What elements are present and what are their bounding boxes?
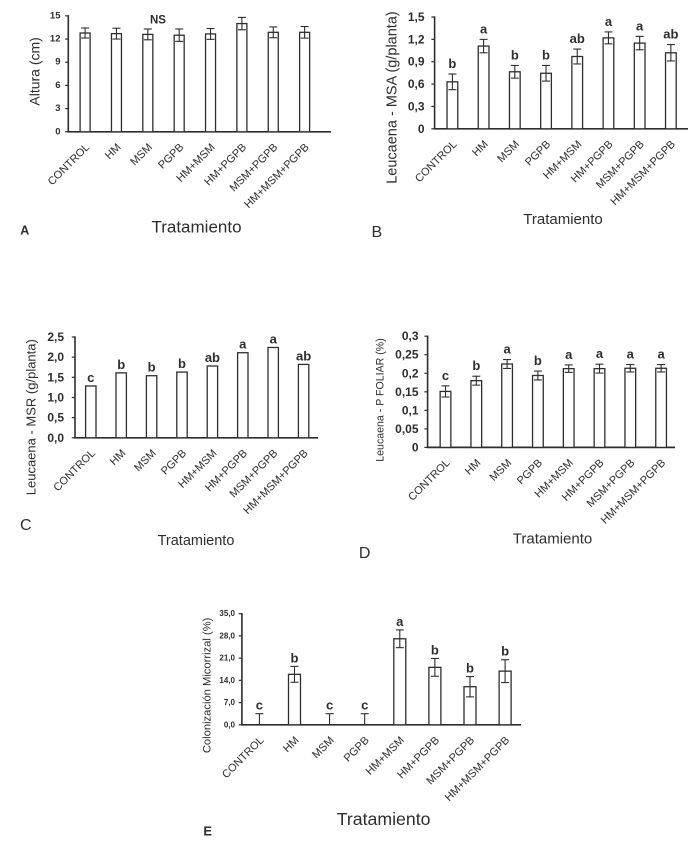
svg-text:Leucaena - MSA (g/planta): Leucaena - MSA (g/planta) [385, 11, 401, 184]
svg-text:E: E [203, 824, 212, 839]
svg-text:21,0: 21,0 [219, 654, 235, 663]
svg-text:b: b [117, 357, 125, 372]
svg-text:b: b [511, 47, 519, 62]
svg-text:Leucaena - MSR (g/planta): Leucaena - MSR (g/planta) [24, 339, 39, 495]
svg-text:a: a [239, 337, 247, 352]
svg-text:0,3: 0,3 [408, 99, 425, 113]
svg-text:9: 9 [55, 57, 60, 68]
svg-text:0: 0 [412, 440, 419, 454]
svg-text:b: b [178, 356, 186, 371]
svg-text:ab: ab [570, 31, 585, 46]
svg-text:b: b [472, 358, 480, 373]
svg-text:a: a [565, 347, 573, 362]
svg-text:c: c [87, 370, 94, 385]
svg-text:b: b [534, 353, 542, 368]
svg-text:ab: ab [205, 350, 220, 365]
svg-text:B: B [372, 224, 383, 241]
svg-text:c: c [326, 698, 333, 713]
svg-text:28,0: 28,0 [219, 631, 235, 640]
svg-text:a: a [270, 331, 278, 346]
svg-text:12: 12 [50, 34, 61, 45]
svg-text:ab: ab [296, 348, 311, 363]
svg-text:a: a [596, 346, 604, 361]
svg-text:0,0: 0,0 [47, 431, 64, 445]
svg-text:Tratamiento: Tratamiento [523, 211, 602, 228]
svg-text:A: A [20, 223, 29, 237]
svg-text:1,5: 1,5 [47, 370, 64, 384]
svg-text:0,15: 0,15 [395, 385, 419, 399]
svg-text:14,0: 14,0 [219, 676, 235, 685]
svg-text:35,0: 35,0 [219, 609, 235, 618]
svg-text:Colonización Micorrizal (%): Colonización Micorrizal (%) [202, 617, 214, 753]
svg-text:0,5: 0,5 [47, 411, 64, 425]
svg-text:a: a [396, 614, 404, 629]
svg-text:a: a [636, 18, 644, 33]
svg-text:Tratamiento: Tratamiento [337, 809, 431, 829]
svg-text:2,5: 2,5 [47, 330, 64, 344]
svg-text:1,5: 1,5 [408, 10, 425, 24]
svg-text:a: a [657, 347, 665, 362]
svg-text:b: b [466, 661, 474, 676]
svg-text:1,0: 1,0 [47, 390, 64, 404]
svg-text:b: b [448, 56, 456, 71]
svg-text:C: C [20, 517, 32, 534]
svg-text:Tratamiento: Tratamiento [151, 218, 241, 237]
svg-text:0: 0 [55, 126, 60, 137]
svg-text:ab: ab [663, 27, 678, 42]
svg-text:3: 3 [55, 103, 60, 114]
svg-text:0,2: 0,2 [402, 366, 419, 380]
svg-text:Leucaena - P FOLIAR (%): Leucaena - P FOLIAR (%) [375, 338, 387, 461]
svg-text:0,1: 0,1 [402, 403, 419, 417]
svg-text:b: b [501, 644, 509, 659]
svg-text:0,0: 0,0 [224, 720, 236, 729]
svg-text:a: a [503, 342, 511, 357]
svg-text:0,3: 0,3 [402, 329, 419, 343]
svg-text:c: c [442, 368, 449, 383]
svg-text:0,25: 0,25 [395, 348, 419, 362]
svg-text:0: 0 [418, 122, 425, 136]
svg-text:b: b [148, 360, 156, 375]
svg-text:1,2: 1,2 [408, 32, 425, 46]
svg-text:2,0: 2,0 [47, 350, 64, 364]
svg-text:a: a [605, 14, 613, 29]
svg-text:0,9: 0,9 [408, 55, 425, 69]
svg-text:15: 15 [50, 10, 61, 21]
svg-text:Tratamiento: Tratamiento [513, 531, 592, 548]
svg-text:7,0: 7,0 [224, 698, 236, 707]
svg-text:b: b [542, 47, 550, 62]
svg-text:b: b [291, 650, 299, 665]
svg-text:NS: NS [150, 14, 166, 26]
svg-text:0,6: 0,6 [408, 77, 425, 91]
svg-text:a: a [480, 21, 488, 36]
svg-text:c: c [361, 698, 368, 713]
svg-text:Altura (cm): Altura (cm) [27, 37, 43, 105]
svg-text:6: 6 [55, 80, 60, 91]
svg-text:D: D [359, 545, 371, 562]
svg-text:Tratamiento: Tratamiento [158, 533, 235, 549]
svg-text:c: c [256, 698, 263, 713]
svg-text:0,05: 0,05 [395, 422, 419, 436]
svg-text:b: b [431, 642, 439, 657]
svg-text:a: a [627, 347, 635, 362]
